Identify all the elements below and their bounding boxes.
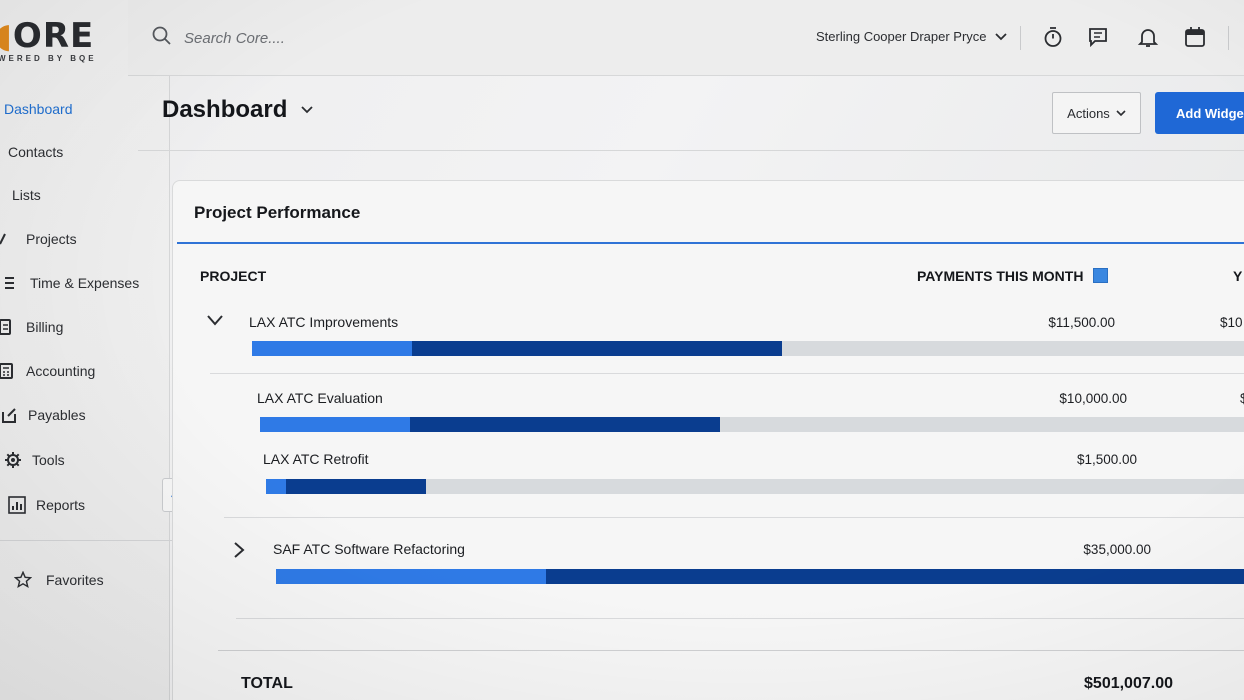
chevron-down-icon bbox=[1116, 109, 1126, 116]
sidebar-item-label: Payables bbox=[28, 407, 86, 423]
star-icon bbox=[14, 571, 32, 589]
gear-icon bbox=[5, 452, 21, 468]
add-widget-label: Add Widge bbox=[1176, 105, 1244, 121]
row-divider bbox=[224, 517, 1244, 518]
chevron-right-icon[interactable] bbox=[234, 542, 245, 558]
chevron-down-icon[interactable] bbox=[207, 315, 223, 326]
logo-ring-icon: ◖ bbox=[0, 16, 13, 56]
column-header-next[interactable]: Y bbox=[1233, 268, 1243, 284]
sidebar-item-time-expenses[interactable]: Time & Expenses bbox=[2, 274, 139, 292]
total-label: TOTAL bbox=[241, 675, 293, 692]
sidebar-item-label: Reports bbox=[36, 497, 86, 513]
bar-paid-segment bbox=[266, 479, 286, 494]
page-title[interactable]: Dashboard bbox=[162, 96, 313, 124]
total-amount: $501,007.00 bbox=[1084, 675, 1173, 692]
payables-icon bbox=[2, 408, 16, 423]
project-progress-bar bbox=[266, 479, 1244, 494]
search-icon bbox=[152, 26, 171, 45]
column-header-project[interactable]: PROJECT bbox=[200, 268, 267, 284]
topbar-separator bbox=[1020, 26, 1021, 50]
sidebar-item-label: Contacts bbox=[8, 144, 64, 160]
sidebar-item-label: Favorites bbox=[46, 572, 104, 588]
sidebar-item-payables[interactable]: Payables bbox=[0, 406, 86, 424]
project-performance-widget: Project Performance bbox=[172, 180, 1244, 700]
billing-icon bbox=[0, 319, 11, 335]
calendar-icon[interactable] bbox=[1184, 26, 1206, 48]
row-divider bbox=[210, 373, 1244, 374]
column-header-payments-label: PAYMENTS THIS MONTH bbox=[917, 268, 1084, 284]
project-row-amount: $35,000.00 bbox=[1083, 542, 1151, 557]
row-divider bbox=[236, 618, 1244, 619]
messages-icon[interactable] bbox=[1087, 26, 1109, 48]
chevron-down-icon bbox=[994, 32, 1007, 40]
add-widget-button[interactable]: Add Widge bbox=[1155, 92, 1244, 134]
sidebar-divider bbox=[0, 540, 176, 541]
sidebar-item-label: Time & Expenses bbox=[30, 275, 140, 291]
reports-icon bbox=[8, 496, 26, 514]
sidebar-item-tools[interactable]: Tools bbox=[4, 451, 65, 469]
project-row-label[interactable]: LAX ATC Evaluation bbox=[257, 390, 383, 406]
company-name: Sterling Cooper Draper Pryce bbox=[816, 29, 987, 44]
project-row-amount: $11,500.00 bbox=[1048, 315, 1115, 330]
sidebar-item-label: Dashboard bbox=[4, 101, 73, 117]
widget-title: Project Performance bbox=[194, 203, 361, 222]
accounting-icon bbox=[0, 363, 13, 379]
time-expenses-icon bbox=[5, 277, 14, 289]
bar-paid-segment bbox=[260, 417, 410, 432]
bar-total-segment bbox=[266, 479, 426, 494]
sidebar-item-label: Billing bbox=[26, 319, 64, 335]
project-progress-bar bbox=[260, 417, 1244, 432]
sidebar-item-accounting[interactable]: Accounting bbox=[0, 362, 95, 380]
actions-label: Actions bbox=[1067, 105, 1110, 121]
sidebar: ◖ORE WERED BY BQE Dashboard Contacts Lis… bbox=[0, 0, 176, 700]
company-selector[interactable]: Sterling Cooper Draper Pryce bbox=[816, 29, 1007, 44]
sidebar-item-reports[interactable]: Reports bbox=[8, 496, 85, 514]
top-bar: Sterling Cooper Draper Pryce bbox=[128, 0, 1244, 76]
bar-paid-segment bbox=[252, 341, 412, 356]
logo-tagline: WERED BY BQE bbox=[0, 54, 97, 63]
logo-text: ORE bbox=[12, 16, 95, 56]
sidebar-item-label: Tools bbox=[32, 452, 65, 468]
project-row-amount-next: $ bbox=[1240, 391, 1244, 406]
project-row-label[interactable]: LAX ATC Improvements bbox=[249, 314, 399, 330]
sidebar-item-lists[interactable]: Lists bbox=[12, 187, 41, 203]
sidebar-item-label: Projects bbox=[26, 231, 77, 247]
sidebar-item-contacts[interactable]: Contacts bbox=[8, 144, 63, 160]
sidebar-item-billing[interactable]: Billing bbox=[0, 318, 63, 336]
project-row-label[interactable]: LAX ATC Retrofit bbox=[263, 451, 369, 467]
project-progress-bar bbox=[252, 341, 1244, 356]
project-row-label[interactable]: SAF ATC Software Refactoring bbox=[273, 541, 465, 557]
legend-swatch bbox=[1093, 268, 1109, 283]
sidebar-item-projects[interactable]: Projects bbox=[0, 230, 77, 248]
project-row-amount-next: $10 bbox=[1220, 315, 1243, 330]
sidebar-item-label: Lists bbox=[12, 187, 41, 203]
bell-icon[interactable] bbox=[1137, 26, 1159, 48]
core-logo[interactable]: ◖ORE bbox=[0, 16, 94, 56]
projects-icon bbox=[0, 233, 6, 245]
chevron-down-icon bbox=[301, 106, 313, 114]
sidebar-item-dashboard[interactable]: Dashboard bbox=[4, 101, 73, 117]
bar-paid-segment bbox=[276, 569, 546, 584]
search-input[interactable] bbox=[184, 26, 484, 50]
header-divider bbox=[138, 150, 1244, 151]
topbar-separator bbox=[1228, 26, 1229, 50]
page-title-text: Dashboard bbox=[162, 96, 288, 123]
column-header-payments[interactable]: PAYMENTS THIS MONTH bbox=[917, 268, 1109, 284]
sidebar-item-label: Accounting bbox=[26, 363, 96, 379]
total-divider bbox=[218, 650, 1244, 651]
project-row-amount: $10,000.00 bbox=[1059, 391, 1127, 406]
actions-dropdown-button[interactable]: Actions bbox=[1052, 92, 1141, 134]
project-row-amount: $1,500.00 bbox=[1076, 452, 1137, 467]
sidebar-item-favorites[interactable]: Favorites bbox=[14, 571, 104, 589]
project-progress-bar bbox=[276, 569, 1244, 584]
widget-title-underline bbox=[177, 242, 1244, 244]
timer-icon[interactable] bbox=[1042, 26, 1064, 48]
